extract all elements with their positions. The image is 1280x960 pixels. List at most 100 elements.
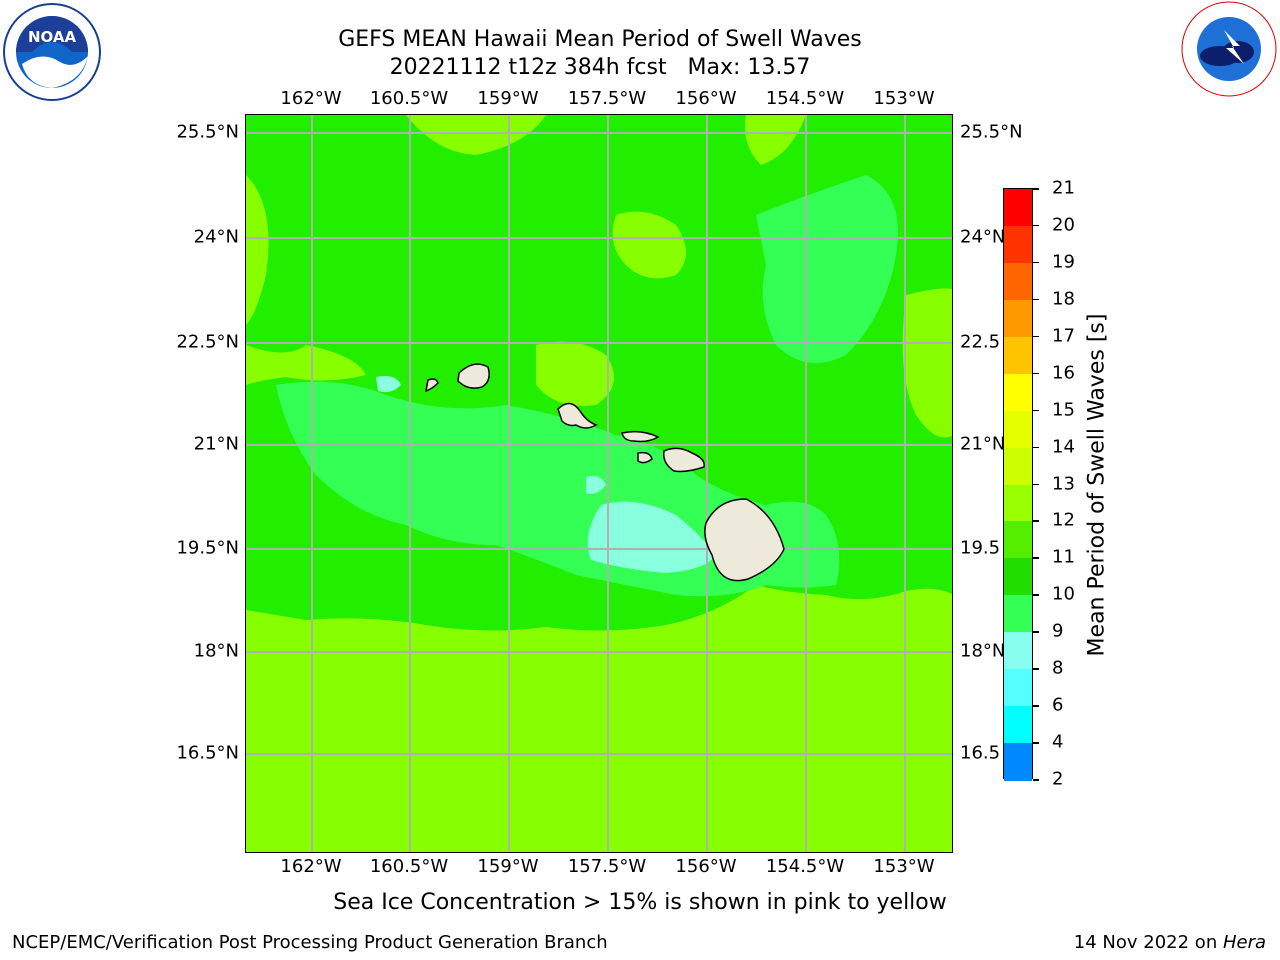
field-12-13-patch [246, 175, 269, 325]
island-group [425, 363, 785, 582]
lat-tick-left: 21°N [193, 433, 239, 455]
lon-tick-bottom: 153°W [873, 856, 935, 877]
island-molokai [621, 430, 660, 443]
colorbar-segment [1004, 225, 1032, 264]
colorbar-tick-mark [1033, 335, 1039, 338]
lon-tick-top: 157.5°W [567, 88, 647, 109]
field-12-13-patch [536, 341, 614, 406]
nws-logo [1180, 0, 1278, 98]
noaa-logo-icon: NOAA [3, 3, 101, 101]
lat-tick-right: 25.5°N [960, 121, 1023, 143]
lon-tick-bottom: 160.5°W [369, 856, 449, 877]
colorbar-tick-mark [1033, 594, 1039, 596]
island-kauai [457, 363, 490, 389]
colorbar-segment [1004, 558, 1032, 596]
lon-tick-bottom: 162°W [280, 856, 342, 877]
colorbar-tick-mark [1033, 742, 1039, 744]
colorbar-segment [1004, 262, 1032, 301]
footer-date-text: 14 Nov 2022 on [1073, 932, 1223, 953]
colorbar-segment [1004, 189, 1032, 227]
lat-tick-right: 21°N [960, 433, 1006, 455]
colorbar-tick-mark [1033, 261, 1039, 264]
colorbar-segment [1004, 484, 1032, 522]
lat-tick-left: 18°N [193, 640, 239, 662]
lat-tick-right: 16.5 [960, 742, 1001, 764]
colorbar-segment [1004, 743, 1032, 781]
lon-tick-bottom: 157.5°W [567, 856, 647, 877]
colorbar-tick-mark [1033, 224, 1039, 227]
island-niihau [425, 378, 439, 393]
island-hawaii [704, 498, 785, 582]
island-oahu [557, 402, 598, 429]
colorbar-title: Mean Period of Swell Waves [s] [1084, 313, 1110, 657]
field-9-10 [376, 376, 401, 393]
colorbar-segment [1004, 632, 1032, 670]
colorbar-tick-label: 9 [1052, 620, 1064, 642]
swell-period-map [246, 115, 952, 852]
lon-tick-bottom: 159°W [477, 856, 539, 877]
field-12-13-patch [902, 288, 952, 438]
lat-tick-right: 22.5 [960, 331, 1001, 353]
colorbar-tick-label: 18 [1052, 288, 1075, 310]
colorbar-tick-mark [1033, 705, 1039, 707]
colorbar-tick-mark [1033, 557, 1039, 559]
map-subtitle: Sea Ice Concentration > 15% is shown in … [333, 890, 947, 915]
colorbar-segment [1004, 373, 1032, 412]
colorbar-tick-mark [1033, 409, 1039, 412]
colorbar-tick-mark [1033, 298, 1039, 301]
colorbar [1003, 188, 1033, 781]
lat-tick-left: 16.5°N [176, 742, 239, 764]
lon-tick-top: 159°W [477, 88, 539, 109]
colorbar-tick-mark [1033, 372, 1039, 375]
colorbar-tick-label: 16 [1052, 362, 1075, 384]
colorbar-segment [1004, 595, 1032, 633]
colorbar-segment [1004, 299, 1032, 338]
colorbar-tick-mark [1033, 779, 1039, 781]
colorbar-tick-mark [1033, 188, 1039, 190]
svg-text:NOAA: NOAA [28, 28, 77, 46]
colorbar-segment [1004, 336, 1032, 375]
island-maui [662, 447, 705, 473]
colorbar-segment [1004, 706, 1032, 744]
chart-title-line1: GEFS MEAN Hawaii Mean Period of Swell Wa… [338, 27, 862, 52]
noaa-logo: NOAA [2, 2, 102, 102]
footer-date: 14 Nov 2022 on Hera [1074, 932, 1266, 953]
field-12-13-patch [246, 345, 366, 385]
field-12-13-patch [612, 211, 686, 279]
colorbar-tick-label: 11 [1052, 546, 1075, 568]
lat-tick-right: 18°N [960, 640, 1006, 662]
colorbar-tick-label: 14 [1052, 436, 1075, 458]
colorbar-tick-label: 19 [1052, 251, 1075, 273]
lon-tick-top: 153°W [873, 88, 935, 109]
lon-tick-top: 162°W [280, 88, 342, 109]
lat-tick-left: 24°N [193, 226, 239, 248]
lon-tick-top: 156°W [675, 88, 737, 109]
colorbar-tick-label: 2 [1052, 768, 1064, 790]
colorbar-tick-mark [1033, 446, 1039, 449]
colorbar-tick-label: 4 [1052, 731, 1064, 753]
lat-tick-left: 19.5°N [176, 537, 239, 559]
colorbar-tick-mark [1033, 631, 1039, 633]
colorbar-segment [1004, 669, 1032, 707]
colorbar-tick-mark [1033, 483, 1039, 485]
field-12-13-patch [745, 115, 806, 165]
island-lanai [637, 451, 653, 464]
field-9-10 [587, 501, 716, 573]
footer-host: Hera [1222, 932, 1266, 953]
colorbar-tick-label: 13 [1052, 473, 1075, 494]
lon-tick-top: 154.5°W [765, 88, 845, 109]
colorbar-segment [1004, 410, 1032, 449]
colorbar-segment [1004, 447, 1032, 485]
colorbar-tick-label: 8 [1052, 657, 1064, 679]
lat-tick-left: 25.5°N [176, 121, 239, 143]
field-9-10 [586, 476, 606, 494]
map-panel[interactable] [245, 114, 953, 853]
field-12-13-patch [406, 115, 546, 155]
nws-logo-icon [1181, 1, 1277, 97]
colorbar-segment [1004, 521, 1032, 559]
colorbar-tick-mark [1033, 668, 1039, 670]
lat-tick-right: 24°N [960, 226, 1006, 248]
colorbar-tick-label: 17 [1052, 325, 1075, 347]
chart-title-line2: 20221112 t12z 384h fcst Max: 13.57 [389, 55, 811, 80]
colorbar-tick-label: 20 [1052, 214, 1075, 236]
